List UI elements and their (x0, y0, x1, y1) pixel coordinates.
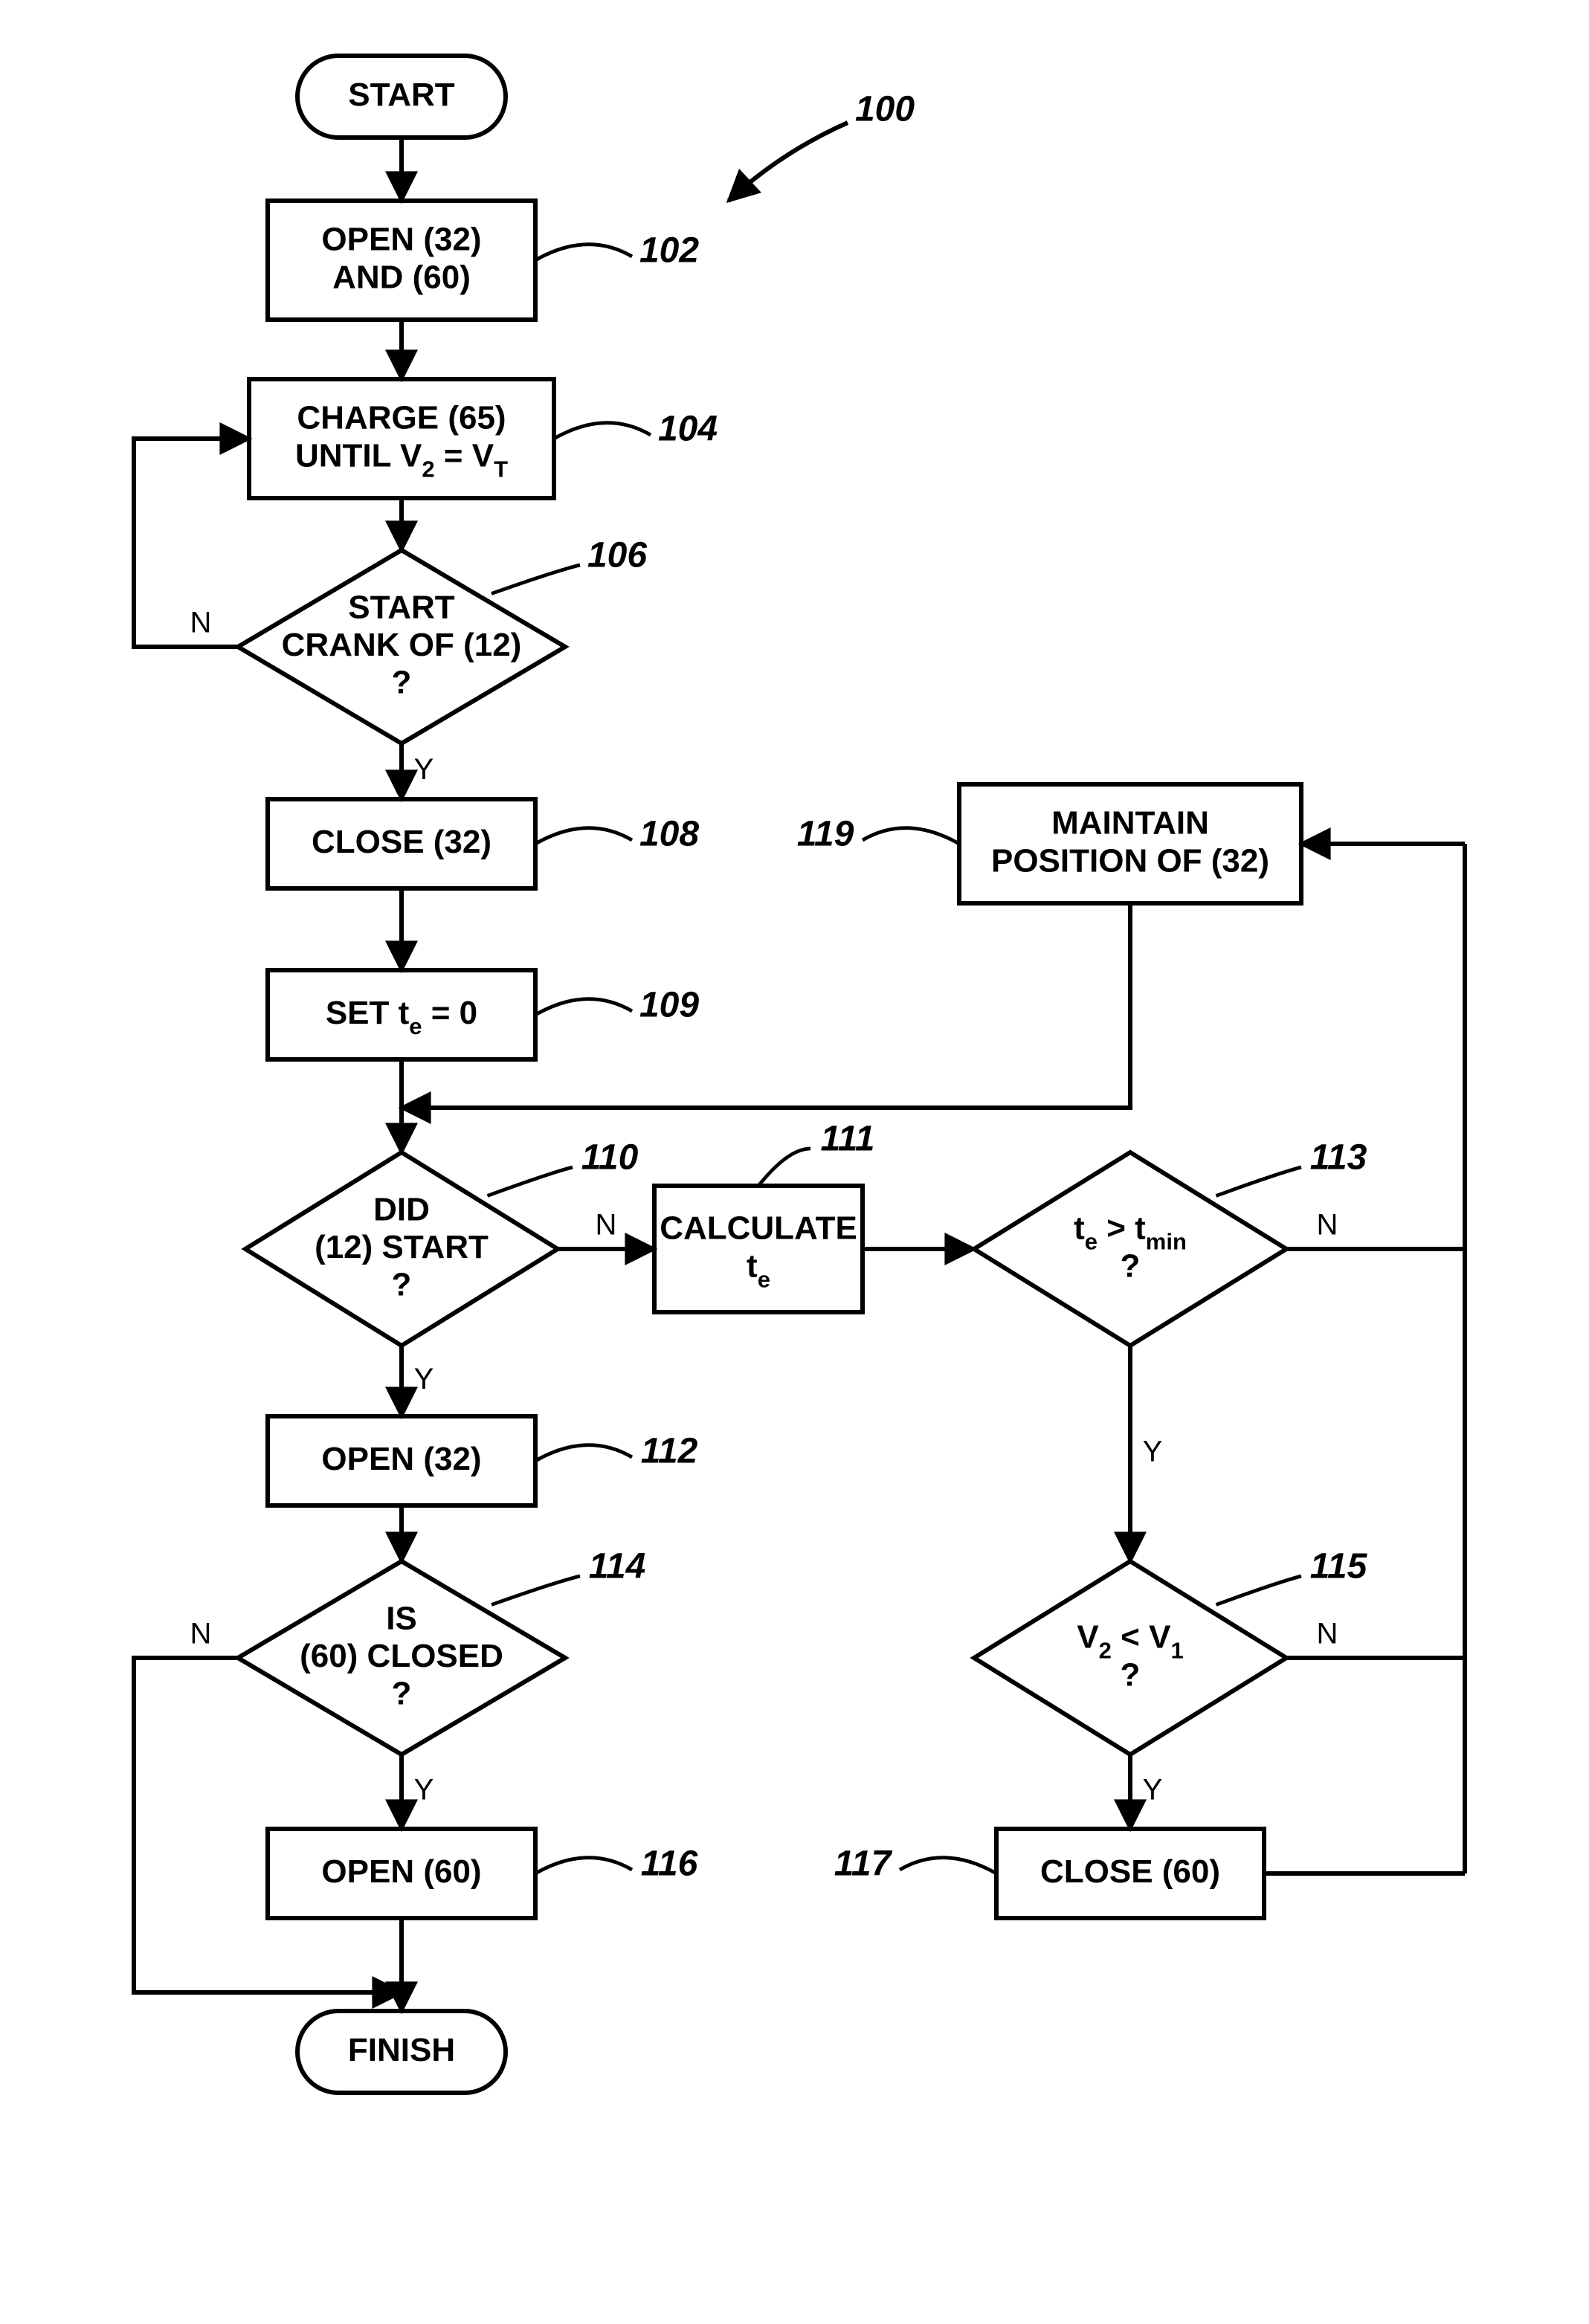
edge-label: Y (1143, 1436, 1163, 1468)
edge-label: Y (1143, 1774, 1163, 1807)
node-label: OPEN (32) (321, 221, 481, 257)
node-n119: MAINTAINPOSITION OF (32) 119 (797, 784, 1301, 903)
node-n111: CALCULATEte 111 (654, 1120, 874, 1312)
node-label: (60) CLOSED (300, 1638, 503, 1674)
ref-label: 116 (641, 1844, 698, 1884)
node-label: OPEN (32) (321, 1441, 481, 1477)
node-n116: OPEN (60) 116 (268, 1829, 698, 1918)
node-n106: STARTCRANK OF (12)? 106 (238, 536, 647, 743)
node-n112: OPEN (32) 112 (268, 1416, 698, 1505)
ref-label: 111 (821, 1120, 875, 1159)
ref-label: 115 (1310, 1547, 1368, 1587)
node-label: CHARGE (65) (297, 399, 506, 436)
ref-label: 109 (639, 986, 699, 1025)
node-label: START (348, 589, 455, 625)
node-label: ? (392, 664, 412, 700)
ref-label: 119 (797, 815, 854, 854)
edge-label-n106-N: N (190, 607, 212, 639)
node-label: IS (386, 1600, 417, 1636)
ref-label: 108 (639, 815, 699, 854)
node-label: MAINTAIN (1051, 804, 1209, 841)
node-label: FINISH (348, 2032, 455, 2068)
node-label: ? (1121, 1247, 1141, 1284)
ref-label: 102 (639, 231, 699, 271)
node-n102: OPEN (32)AND (60) 102 (268, 201, 699, 320)
node-label: START (348, 77, 455, 113)
ref-label: 110 (581, 1138, 639, 1178)
node-n113: te > tmin?113 (974, 1138, 1367, 1346)
flowchart-figure: STARTOPEN (32)AND (60)102CHARGE (65)UNTI… (0, 0, 1589, 2324)
node-label: CLOSE (32) (312, 824, 491, 860)
node-n115: V2 < V1?115 (974, 1547, 1368, 1755)
svg-text:100: 100 (855, 90, 915, 129)
edge-label: Y (414, 1363, 434, 1395)
node-n110: DID(12) START? 110 (245, 1138, 639, 1346)
ref-label: 112 (641, 1432, 698, 1471)
node-n117: CLOSE (60) 117 (834, 1829, 1264, 1918)
node-label: (12) START (315, 1229, 489, 1265)
edge-label: Y (414, 1774, 434, 1807)
node-label: DID (373, 1191, 430, 1227)
flowchart-svg: STARTOPEN (32)AND (60)102CHARGE (65)UNTI… (0, 0, 1589, 2324)
node-label: CALCULATE (660, 1210, 857, 1246)
ref-label: 106 (587, 536, 647, 575)
edge-label-n113-N: N (1317, 1209, 1338, 1242)
ref-label: 113 (1310, 1138, 1367, 1178)
node-label: ? (392, 1266, 412, 1303)
node-label: ? (392, 1675, 412, 1711)
edge-label-n114-N: N (190, 1618, 212, 1650)
node-label: CRANK OF (12) (282, 627, 522, 663)
node-label: UNTIL V2 = VT (295, 437, 508, 482)
node-label: ? (1121, 1656, 1141, 1693)
node-label: AND (60) (332, 259, 471, 295)
ref-label: 117 (834, 1844, 893, 1884)
node-label: SET te = 0 (326, 995, 477, 1039)
node-n109: SET te = 0 109 (268, 970, 699, 1059)
ref-label: 114 (589, 1547, 646, 1587)
ref-label: 104 (658, 410, 718, 449)
node-label: OPEN (60) (321, 1853, 481, 1890)
node-n104: CHARGE (65)UNTIL V2 = VT 104 (249, 379, 718, 498)
edge-label: Y (414, 753, 434, 786)
node-n108: CLOSE (32) 108 (268, 799, 699, 888)
edge-label-n115-N: N (1317, 1618, 1338, 1650)
node-label: POSITION OF (32) (991, 842, 1269, 879)
node-start: START (297, 56, 506, 138)
node-n114: IS(60) CLOSED? 114 (238, 1547, 645, 1755)
figure-ref-100: 100 (729, 90, 915, 201)
node-label: CLOSE (60) (1040, 1853, 1220, 1890)
node-label: te (747, 1247, 770, 1292)
node-finish: FINISH (297, 2011, 506, 2093)
edge-label-n110-N: N (596, 1209, 617, 1242)
